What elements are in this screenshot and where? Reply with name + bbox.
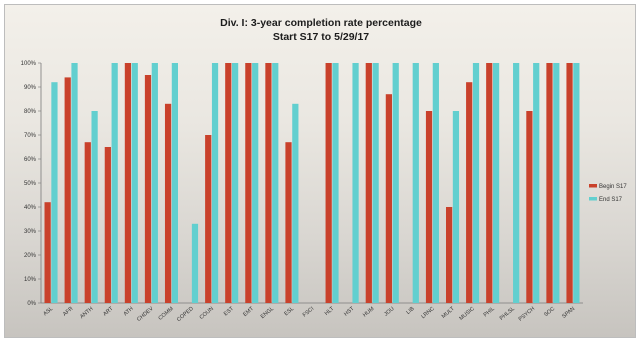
- y-tick-label: 100%: [21, 61, 37, 67]
- y-tick-label: 70%: [24, 133, 37, 139]
- completion-rate-chart: Div. I: 3-year completion rate percentag…: [21, 17, 628, 324]
- x-category-label: FSCI: [302, 306, 316, 319]
- chart-frame: Div. I: 3-year completion rate percentag…: [4, 4, 636, 338]
- bar-end-phlsl: [513, 63, 520, 303]
- x-category-label: ASL: [42, 306, 54, 317]
- bar-end-lrnc: [432, 63, 439, 303]
- x-category-label: ANTH: [79, 306, 94, 320]
- bar-end-chdev: [151, 63, 158, 303]
- bar-begin-art: [104, 147, 111, 303]
- bar-series-group: [44, 63, 580, 304]
- chart-subtitle: Start S17 to 5/29/17: [273, 31, 369, 43]
- bar-begin-anth: [84, 142, 91, 303]
- x-category-label: HLT: [324, 306, 336, 317]
- bar-begin-engl: [265, 63, 272, 303]
- bar-end-music: [472, 63, 480, 303]
- x-category-label: ATH: [123, 306, 135, 317]
- bar-end-psych: [533, 63, 540, 303]
- bar-begin-jou: [385, 94, 392, 303]
- x-category-label: COMM: [158, 306, 176, 322]
- x-category-label: CHDEV: [136, 306, 155, 323]
- bar-begin-chdev: [144, 75, 152, 303]
- bar-begin-coun: [205, 135, 212, 303]
- y-tick-label: 0%: [27, 301, 36, 307]
- bar-end-engl: [272, 63, 279, 303]
- y-tick-label: 90%: [24, 85, 37, 91]
- y-axis: 0% 10% 20% 30% 40% 50% 60% 70% 80% 90% 100%: [21, 61, 583, 307]
- bar-begin-est: [225, 63, 232, 303]
- x-category-label: SPAN: [561, 306, 576, 320]
- y-tick-label: 50%: [24, 181, 37, 187]
- x-category-label: AFR: [62, 306, 74, 318]
- bar-end-hlt: [332, 63, 339, 303]
- bar-end-afr: [71, 63, 78, 303]
- bar-end-emt: [252, 63, 259, 303]
- bar-end-comm: [171, 63, 178, 303]
- x-category-label: LRNC: [420, 306, 435, 320]
- bar-begin-phil: [486, 63, 493, 303]
- bar-begin-ath: [124, 63, 132, 303]
- x-category-label: EST: [223, 306, 236, 318]
- bar-end-hst: [352, 63, 359, 303]
- x-category-label: PHIL: [483, 306, 496, 318]
- bar-end-anth: [91, 111, 98, 303]
- bar-begin-soc: [546, 63, 553, 303]
- y-tick-label: 80%: [24, 109, 37, 115]
- x-category-label: PHLSL: [499, 306, 516, 322]
- x-category-label: HST: [343, 306, 356, 318]
- bar-begin-hlt: [325, 63, 332, 303]
- bar-end-soc: [553, 63, 560, 303]
- bar-begin-lrnc: [425, 111, 433, 303]
- bar-end-coun: [211, 63, 219, 303]
- bar-end-art: [111, 63, 118, 303]
- x-axis-category-labels: ASL AFR ANTH ART ATH CHDEV COMM COPED COUN EST EMT…: [42, 306, 576, 324]
- chart-title: Div. I: 3-year completion rate percentag…: [220, 17, 422, 29]
- bar-begin-emt: [245, 63, 252, 303]
- legend-swatch-begin: [589, 184, 597, 188]
- bar-end-ath: [131, 63, 138, 303]
- bar-begin-span: [566, 63, 573, 303]
- bar-end-span: [573, 63, 580, 303]
- bar-begin-music: [466, 82, 473, 303]
- bar-begin-mult: [446, 207, 453, 303]
- x-category-label: COPED: [176, 306, 195, 323]
- x-category-label: MULT: [441, 306, 457, 320]
- x-category-label: EMT: [242, 306, 255, 318]
- y-tick-label: 60%: [24, 157, 37, 163]
- bar-begin-esl: [285, 142, 292, 303]
- bar-end-mult: [452, 111, 460, 303]
- x-category-label: COUN: [199, 306, 215, 321]
- bar-end-esl: [292, 103, 299, 303]
- y-tick-label: 20%: [24, 253, 37, 259]
- y-tick-label: 30%: [24, 229, 37, 235]
- y-tick-label: 40%: [24, 205, 37, 211]
- x-category-label: ART: [102, 306, 115, 318]
- legend: Begin S17 End S17: [589, 184, 627, 203]
- bar-end-lib: [412, 63, 419, 303]
- x-category-label: HUM: [362, 306, 376, 319]
- bar-begin-afr: [64, 77, 71, 304]
- bar-begin-asl: [44, 202, 51, 303]
- x-category-label: LIB: [405, 306, 415, 316]
- bar-end-est: [232, 63, 239, 303]
- x-category-label: PSYCH: [518, 306, 536, 323]
- bar-begin-comm: [164, 103, 172, 303]
- bar-begin-hum: [365, 63, 372, 303]
- x-category-label: MUSIC: [458, 306, 475, 322]
- bar-begin-psych: [526, 111, 533, 303]
- legend-swatch-end: [589, 197, 597, 201]
- legend-label-end: End S17: [599, 197, 623, 203]
- bar-end-coped: [191, 223, 199, 303]
- y-tick-label: 10%: [24, 277, 37, 283]
- bar-end-jou: [392, 63, 399, 303]
- x-category-label: SOC: [543, 306, 556, 318]
- bar-end-phil: [492, 63, 500, 303]
- x-category-label: ENGL: [260, 306, 275, 320]
- x-category-label: JOU: [383, 306, 395, 318]
- bar-end-hum: [372, 63, 379, 303]
- x-category-label: ESL: [283, 306, 295, 317]
- legend-label-begin: Begin S17: [599, 184, 627, 190]
- bar-end-asl: [51, 82, 58, 303]
